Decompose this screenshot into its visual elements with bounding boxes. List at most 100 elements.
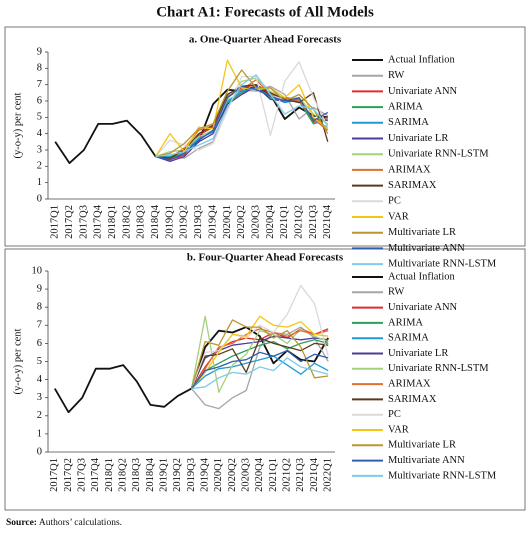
y-tick-label: 4 (37, 374, 43, 385)
x-tick-label: 2021Q3 (295, 458, 306, 492)
x-tick-label: 2021Q2 (282, 458, 293, 492)
y-tick-label: 1 (37, 177, 42, 188)
legend-label: PC (388, 409, 401, 420)
legend-label: Actual Inflation (388, 271, 456, 282)
series-line (155, 79, 329, 159)
x-tick-label: 2018Q1 (107, 205, 118, 239)
source: Source: Authors’ calculations. (6, 518, 122, 528)
panel-frame (4, 26, 526, 247)
x-tick-label: 2019Q2 (172, 458, 183, 492)
source-label: Source: (6, 518, 37, 528)
series-line (190, 319, 329, 389)
x-tick-label: 2019Q4 (207, 204, 218, 239)
y-tick-label: 3 (37, 392, 42, 403)
x-tick-label: 2017Q3 (78, 205, 89, 239)
x-tick-label: 2017Q4 (90, 457, 101, 492)
x-tick-label: 2019Q1 (159, 458, 170, 492)
y-tick-label: 6 (37, 338, 42, 349)
y-tick-label: 6 (37, 95, 42, 106)
y-tick-label: 9 (37, 284, 42, 295)
legend-label: VAR (388, 424, 409, 435)
x-tick-label: 2021Q1 (279, 205, 290, 239)
x-tick-label: 2019Q3 (193, 205, 204, 239)
legend-label: Actual Inflation (388, 54, 456, 65)
series-line (191, 315, 329, 390)
y-tick-label: 7 (37, 79, 42, 90)
x-tick-label: 2020Q1 (222, 205, 233, 239)
x-tick-label: 2021Q3 (308, 205, 319, 239)
y-tick-label: 8 (37, 302, 42, 313)
y-tick-label: 5 (37, 356, 42, 367)
y-tick-label: 2 (37, 410, 42, 421)
x-tick-label: 2020Q2 (227, 458, 238, 492)
legend-label: Univariate RNN-LSTM (388, 149, 489, 160)
x-tick-label: 2018Q2 (121, 205, 132, 239)
legend-label: RW (388, 70, 404, 81)
series-line (190, 284, 329, 389)
x-tick-label: 2021Q2 (294, 205, 305, 239)
series-line (191, 355, 329, 390)
series-line (190, 328, 329, 389)
y-axis-label: (y-o-y) per cent (12, 328, 23, 394)
legend-label: Multivariate ANN (388, 455, 465, 466)
x-tick-label: 2019Q1 (164, 205, 175, 239)
series-line (54, 326, 329, 414)
y-axis-label: (y-o-y) per cent (12, 92, 23, 158)
legend-label: ARIMA (388, 102, 423, 113)
legend-label: ARIMAX (388, 164, 431, 175)
x-tick-label: 2021Q4 (322, 204, 333, 239)
x-tick-label: 2019Q2 (179, 205, 190, 239)
series-line (155, 85, 329, 161)
x-tick-label: 2020Q3 (241, 458, 252, 492)
series-line (190, 349, 329, 389)
y-tick-label: 0 (37, 193, 42, 204)
panel-title: b. Four-Quarter Ahead Forecasts (187, 252, 344, 264)
legend-label: Univariate LR (388, 348, 448, 359)
y-tick-label: 0 (37, 446, 42, 457)
x-tick-label: 2017Q1 (49, 458, 60, 492)
y-tick-label: 9 (37, 46, 42, 57)
source-text: Authors’ calculations. (39, 518, 122, 528)
legend-label: SARIMA (388, 117, 429, 128)
series-line (155, 74, 329, 158)
legend-label: Univariate RNN-LSTM (388, 363, 489, 374)
legend-label: ARIMAX (388, 379, 431, 390)
x-tick-label: 2021Q1 (268, 458, 279, 492)
panel-frame (4, 248, 526, 511)
x-tick-label: 2020Q1 (213, 458, 224, 492)
y-tick-label: 7 (37, 320, 42, 331)
x-tick-label: 2017Q2 (63, 458, 74, 492)
y-tick-label: 8 (37, 63, 42, 74)
panel-title: a. One-Quarter Ahead Forecasts (189, 34, 342, 46)
legend-label: PC (388, 196, 401, 207)
series-line (155, 69, 329, 158)
x-tick-label: 2018Q2 (118, 458, 129, 492)
x-tick-label: 2020Q4 (254, 457, 265, 492)
y-tick-label: 4 (37, 128, 43, 139)
legend-label: Multivariate ANN (388, 243, 465, 254)
y-tick-label: 10 (32, 265, 43, 276)
x-tick-label: 2017Q1 (50, 205, 61, 239)
legend-label: SARIMAX (388, 394, 437, 405)
x-tick-label: 2019Q4 (200, 457, 211, 492)
x-tick-label: 2018Q3 (131, 458, 142, 492)
x-tick-label: 2018Q4 (150, 204, 161, 239)
legend-label: Multivariate LR (388, 227, 456, 238)
legend-label: SARIMA (388, 333, 429, 344)
legend-label: Univariate ANN (388, 86, 458, 97)
x-tick-label: 2018Q4 (145, 457, 156, 492)
legend-label: Univariate ANN (388, 302, 458, 313)
legend-label: Multivariate RNN-LSTM (388, 470, 497, 481)
x-tick-label: 2018Q3 (136, 205, 147, 239)
x-tick-label: 2018Q1 (104, 458, 115, 492)
legend-label: SARIMAX (388, 180, 437, 191)
x-tick-label: 2020Q4 (265, 204, 276, 239)
x-tick-label: 2017Q2 (64, 205, 75, 239)
x-tick-label: 2017Q4 (93, 204, 104, 239)
x-tick-label: 2020Q2 (236, 205, 247, 239)
y-tick-label: 5 (37, 112, 42, 123)
x-tick-label: 2022Q1 (323, 458, 334, 492)
legend-label: VAR (388, 211, 409, 222)
series-line (190, 337, 329, 389)
legend-label: ARIMA (388, 317, 423, 328)
